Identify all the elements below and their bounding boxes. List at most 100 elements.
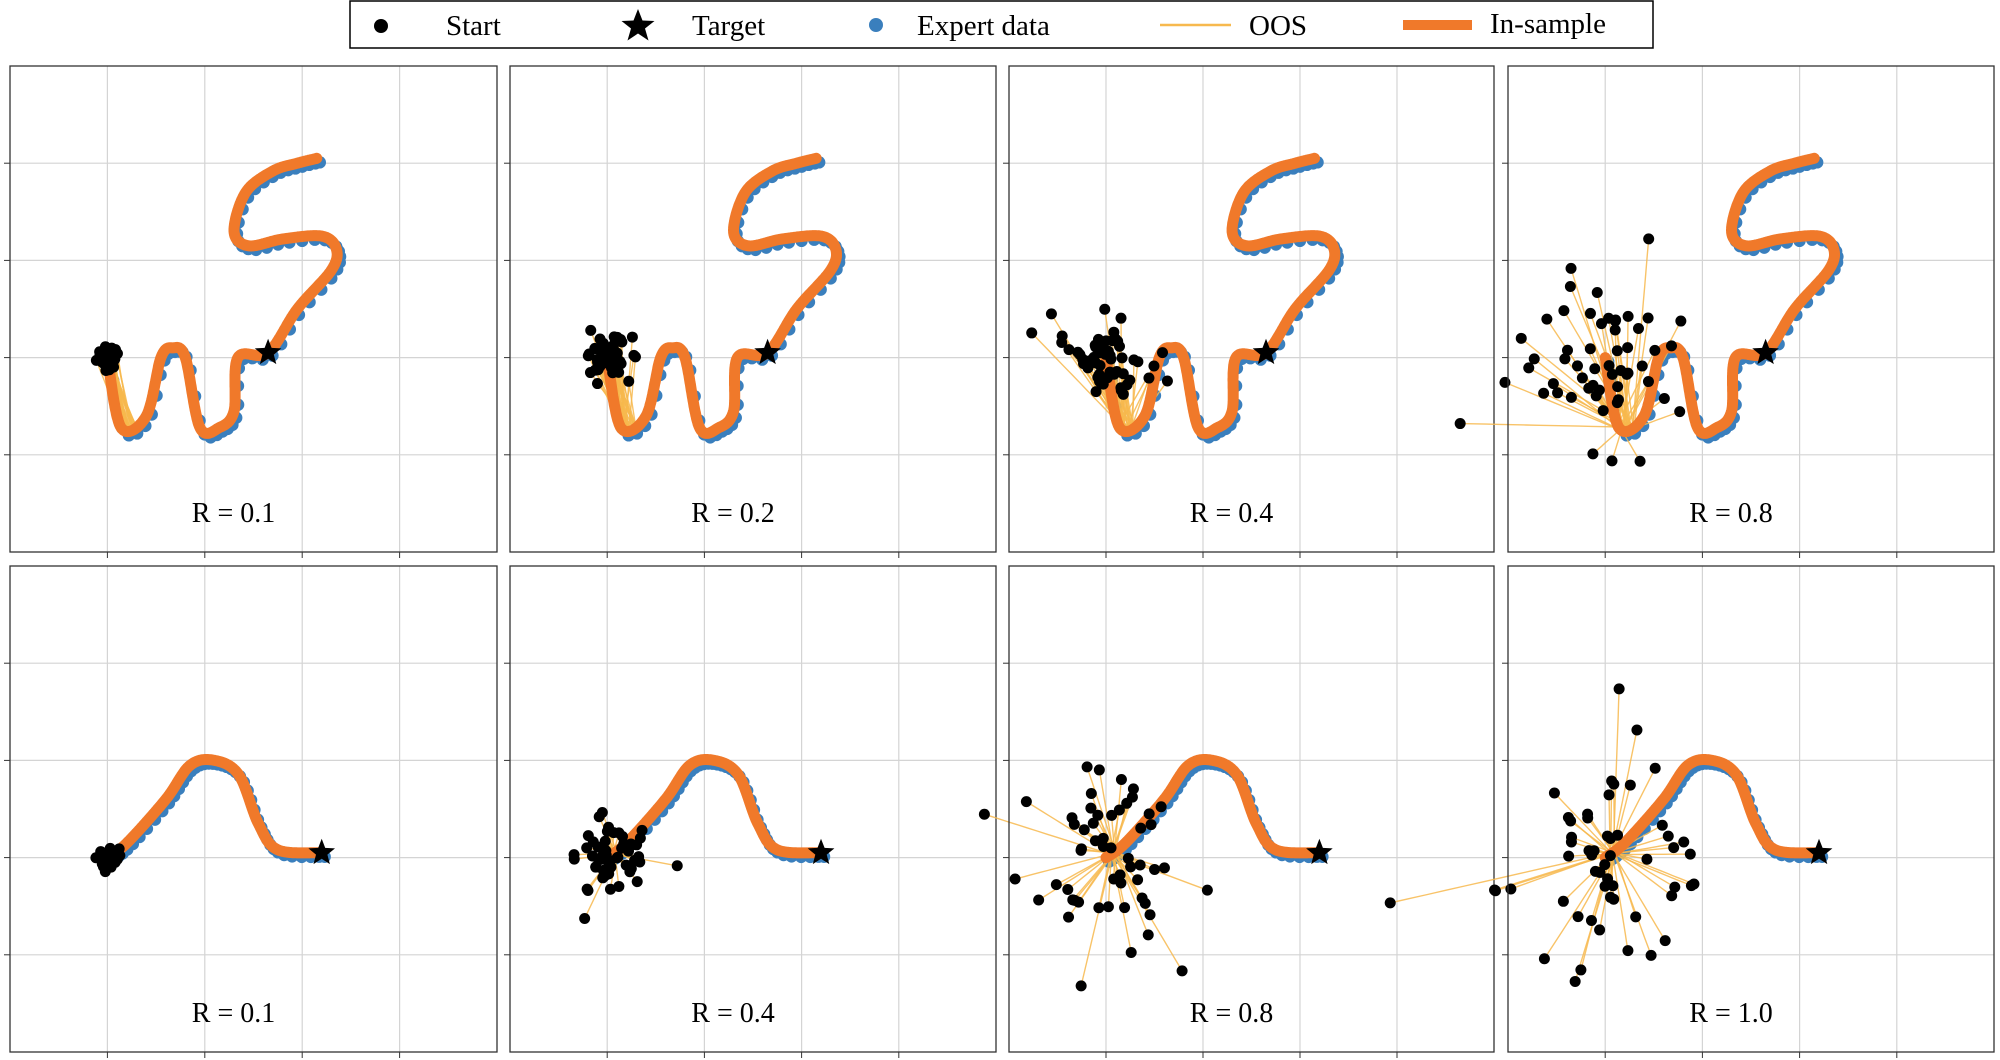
panel-background: [510, 66, 996, 552]
start-point: [1606, 455, 1618, 467]
start-point: [631, 876, 643, 888]
start-point: [1127, 783, 1139, 795]
target-star: [1252, 338, 1280, 365]
start-point: [1630, 911, 1642, 923]
panel-1: R = 0.1: [4, 65, 498, 558]
start-point: [978, 808, 990, 820]
start-point: [1622, 945, 1634, 957]
start-point: [1584, 307, 1596, 319]
start-point: [1548, 787, 1560, 799]
start-point: [606, 361, 618, 373]
start-point: [1589, 363, 1601, 375]
start-point: [1575, 964, 1587, 976]
start-point: [583, 348, 595, 360]
panel-5: R = 0.1: [4, 565, 498, 1058]
start-point: [1604, 850, 1616, 862]
panel-background: [10, 66, 497, 552]
start-point: [1564, 281, 1576, 293]
start-point: [1201, 884, 1213, 896]
start-point: [1499, 376, 1511, 388]
panel-label: R = 1.0: [1689, 998, 1772, 1029]
start-point: [1176, 965, 1188, 977]
start-point: [104, 859, 116, 871]
start-point: [1585, 915, 1597, 927]
start-point: [1489, 885, 1501, 897]
panel-3: R = 0.4: [1003, 65, 1495, 558]
start-point: [1092, 809, 1104, 821]
start-point: [1594, 924, 1606, 936]
start-point: [1565, 262, 1577, 274]
start-point: [1582, 812, 1594, 824]
panel-frame: [9, 65, 498, 553]
legend-insample-label: In-sample: [1490, 8, 1606, 40]
start-point: [1659, 935, 1671, 947]
start-point: [1081, 761, 1093, 773]
start-point: [1020, 796, 1032, 808]
start-point: [1523, 362, 1535, 374]
start-point: [1115, 773, 1127, 785]
start-point: [1139, 897, 1151, 909]
start-point: [581, 883, 593, 895]
panel-label: R = 0.4: [691, 998, 774, 1029]
start-point: [1115, 877, 1127, 889]
start-point: [1050, 879, 1062, 891]
start-point: [1583, 382, 1595, 394]
legend: Start Target Expert data OOS In-sample: [349, 0, 1654, 49]
start-point: [1666, 890, 1678, 902]
panel-label: R = 0.1: [192, 498, 275, 529]
panel-frame: [509, 65, 997, 553]
start-point: [603, 868, 615, 880]
start-point: [1090, 386, 1102, 398]
start-point: [1547, 378, 1559, 390]
start-point: [1085, 788, 1097, 800]
panels: R = 0.1 R = 0.2 R = 0.4 R = 0.8 R = 0.1 R = 0…: [4, 65, 1995, 1058]
start-point: [1658, 393, 1670, 405]
start-point: [1603, 312, 1615, 324]
start-point: [1143, 372, 1155, 384]
panel-label: R = 0.1: [192, 998, 275, 1029]
start-point: [1075, 844, 1087, 856]
start-point: [1009, 873, 1021, 885]
target-star: [807, 838, 835, 865]
start-point: [1591, 287, 1603, 299]
start-point: [1106, 335, 1118, 347]
start-point: [1611, 345, 1623, 357]
start-point: [1078, 824, 1090, 836]
start-point: [1145, 819, 1157, 831]
start-point: [1662, 830, 1674, 842]
start-point: [1541, 313, 1553, 325]
start-point: [1606, 368, 1618, 380]
start-point: [1116, 352, 1128, 364]
panel-2: R = 0.2: [504, 65, 997, 558]
start-point: [1576, 372, 1588, 384]
start-point: [608, 827, 620, 839]
panel-4: R = 0.8: [1454, 65, 1995, 558]
start-point: [1643, 233, 1655, 245]
start-point: [1144, 909, 1156, 921]
start-point: [1125, 946, 1137, 958]
start-point: [1128, 354, 1140, 366]
start-point: [1067, 894, 1079, 906]
start-point: [1665, 340, 1677, 352]
start-point: [1622, 367, 1634, 379]
target-star: [308, 838, 335, 865]
start-point: [1063, 911, 1075, 923]
start-point: [1642, 312, 1654, 324]
start-point: [1158, 862, 1170, 874]
start-point: [1122, 852, 1134, 864]
panel-frame: [9, 565, 498, 1053]
start-point: [1675, 315, 1687, 327]
start-point: [1674, 406, 1686, 418]
target-star: [1306, 838, 1333, 865]
start-point: [1454, 418, 1466, 430]
start-point: [1108, 326, 1120, 338]
legend-target-marker: [621, 9, 655, 41]
legend-expert-marker: [869, 18, 883, 32]
target-star: [254, 338, 282, 365]
start-point: [1632, 322, 1644, 334]
legend-start-marker: [374, 19, 388, 33]
legend-target-label: Target: [692, 10, 765, 42]
start-point: [1505, 883, 1517, 895]
start-point: [1613, 683, 1625, 695]
